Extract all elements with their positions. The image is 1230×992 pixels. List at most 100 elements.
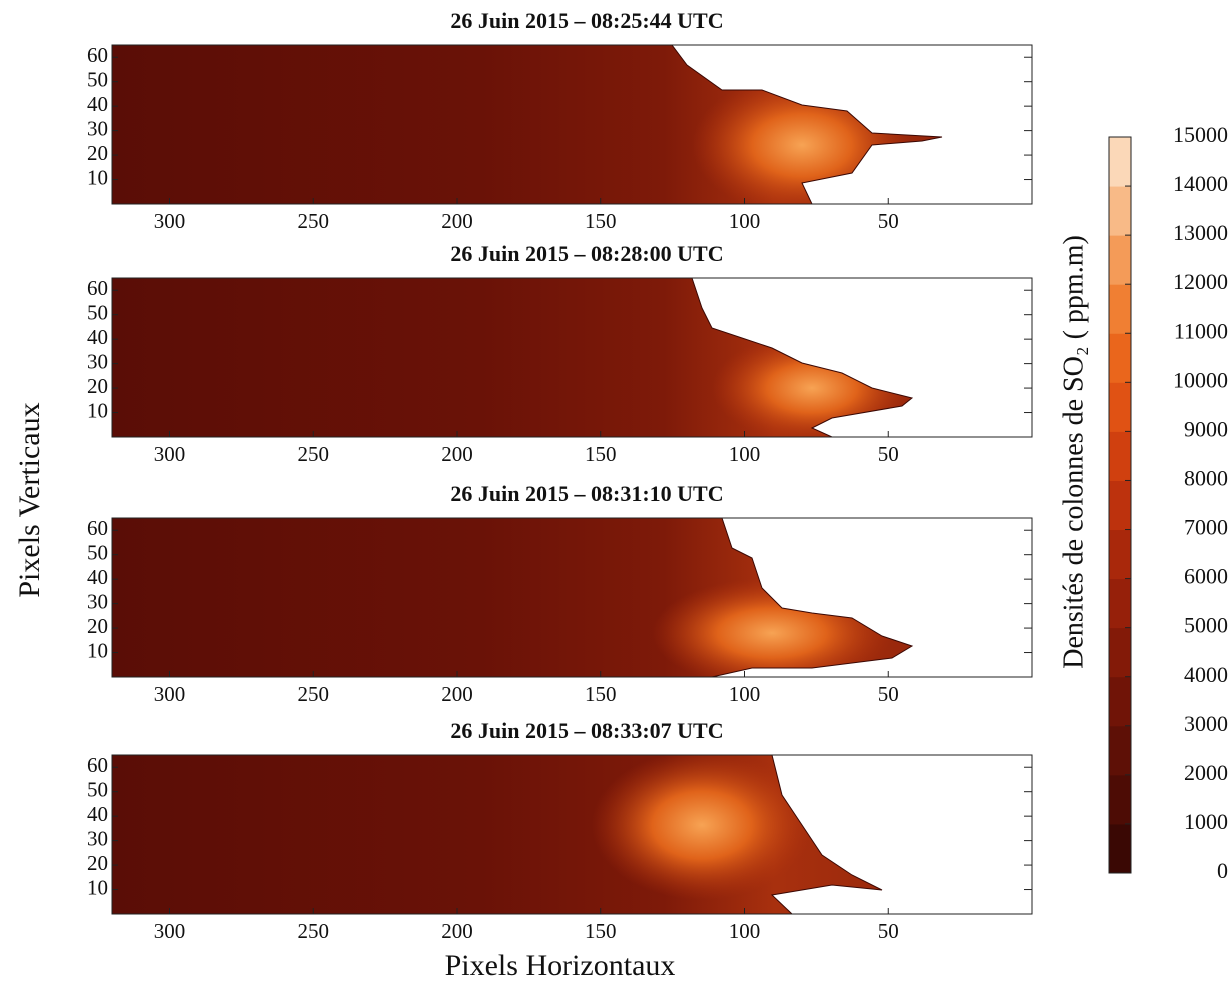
colorbar-segment xyxy=(1109,333,1131,383)
y-tick-label: 40 xyxy=(87,802,108,826)
y-tick-label: 30 xyxy=(87,826,108,850)
y-tick-label: 50 xyxy=(87,68,108,92)
colorbar-tick-label: 12000 xyxy=(1173,269,1228,294)
colorbar-segment xyxy=(1109,823,1131,874)
y-tick-label: 60 xyxy=(87,276,108,300)
x-tick-label: 100 xyxy=(729,682,761,706)
colorbar-segment xyxy=(1109,725,1131,776)
colorbar-segment xyxy=(1109,480,1131,531)
heatmap xyxy=(112,278,1032,437)
y-tick-label: 40 xyxy=(87,92,108,116)
colorbar-segment xyxy=(1109,529,1131,580)
y-tick-label: 40 xyxy=(87,325,108,349)
panel-title: 26 Juin 2015 – 08:28:00 UTC xyxy=(450,241,723,266)
y-tick-label: 30 xyxy=(87,349,108,373)
y-tick-label: 30 xyxy=(87,116,108,140)
y-tick-label: 10 xyxy=(87,875,108,899)
x-tick-label: 150 xyxy=(585,442,617,466)
no-data-region xyxy=(711,518,1032,677)
y-axis-label: Pixels Verticaux xyxy=(13,402,46,597)
plume xyxy=(592,755,812,900)
heatmap xyxy=(112,755,1032,914)
colorbar-segment xyxy=(1109,235,1131,285)
x-tick-label: 200 xyxy=(441,919,473,943)
x-tick-label: 300 xyxy=(154,919,186,943)
no-data-region xyxy=(770,755,1032,914)
colorbar-tick-label: 8000 xyxy=(1184,466,1228,491)
frame xyxy=(111,44,1033,205)
colorbar-tick-label: 5000 xyxy=(1184,613,1228,638)
y-tick-label: 20 xyxy=(87,141,108,165)
x-tick-label: 300 xyxy=(154,209,186,233)
heatmap xyxy=(112,518,1032,677)
x-tick-label: 200 xyxy=(441,682,473,706)
colorbar-segment xyxy=(1109,186,1131,236)
y-tick-label: 60 xyxy=(87,43,108,67)
x-tick-label: 300 xyxy=(154,442,186,466)
y-tick-label: 50 xyxy=(87,541,108,565)
x-tick-label: 100 xyxy=(729,209,761,233)
colorbar-tick-label: 6000 xyxy=(1184,564,1228,589)
x-tick-label: 150 xyxy=(585,682,617,706)
colorbar-tick-label: 11000 xyxy=(1174,318,1228,343)
x-tick-label: 250 xyxy=(298,442,330,466)
colorbar-tick-label: 7000 xyxy=(1184,515,1228,540)
colorbar-segment xyxy=(1109,676,1131,727)
x-tick-label: 250 xyxy=(298,919,330,943)
colorbar-segment xyxy=(1109,137,1131,187)
colorbar-tick-label: 9000 xyxy=(1184,416,1228,441)
colorbar-tick-label: 4000 xyxy=(1184,662,1228,687)
colorbar-tick-label: 3000 xyxy=(1184,711,1228,736)
x-tick-label: 150 xyxy=(585,209,617,233)
colorbar-frame xyxy=(1108,136,1132,874)
colorbar-tick-label: 0 xyxy=(1217,858,1228,883)
y-tick-label: 20 xyxy=(87,374,108,398)
heatmap xyxy=(112,45,1032,204)
colorbar-tick-label: 1000 xyxy=(1184,809,1228,834)
x-tick-label: 300 xyxy=(154,682,186,706)
colorbar-segment xyxy=(1109,627,1131,678)
y-tick-label: 10 xyxy=(87,165,108,189)
colorbar-tick-label: 10000 xyxy=(1173,367,1228,392)
y-tick-label: 60 xyxy=(87,753,108,777)
colorbar-tick-label: 13000 xyxy=(1173,220,1228,245)
x-tick-label: 250 xyxy=(298,209,330,233)
y-tick-label: 20 xyxy=(87,614,108,638)
x-tick-label: 50 xyxy=(878,682,899,706)
no-data-region xyxy=(691,278,1032,437)
panel-title: 26 Juin 2015 – 08:33:07 UTC xyxy=(450,718,723,743)
y-tick-label: 30 xyxy=(87,589,108,613)
x-tick-label: 50 xyxy=(878,919,899,943)
x-tick-label: 200 xyxy=(441,442,473,466)
y-tick-label: 20 xyxy=(87,851,108,875)
colorbar-segment xyxy=(1109,578,1131,629)
panel-title: 26 Juin 2015 – 08:25:44 UTC xyxy=(450,8,723,33)
x-tick-label: 100 xyxy=(729,919,761,943)
frame xyxy=(111,277,1033,438)
x-tick-label: 150 xyxy=(585,919,617,943)
frame xyxy=(111,517,1033,678)
colorbar-tick-label: 2000 xyxy=(1184,760,1228,785)
x-tick-label: 50 xyxy=(878,209,899,233)
y-tick-label: 60 xyxy=(87,516,108,540)
y-tick-label: 10 xyxy=(87,638,108,662)
colorbar-segment xyxy=(1109,774,1131,825)
frame xyxy=(111,754,1033,915)
colorbar-label: Densités de colonnes de SO₂ ( ppm.m) xyxy=(1058,235,1089,669)
panel-title: 26 Juin 2015 – 08:31:10 UTC xyxy=(450,481,723,506)
y-tick-label: 50 xyxy=(87,778,108,802)
y-tick-label: 40 xyxy=(87,565,108,589)
colorbar-tick-label: 14000 xyxy=(1173,171,1228,196)
colorbar-tick-label: 15000 xyxy=(1173,122,1228,147)
colorbar-segment xyxy=(1109,284,1131,334)
colorbar-segment xyxy=(1109,382,1131,432)
colorbar-segment xyxy=(1109,431,1131,481)
y-tick-label: 50 xyxy=(87,301,108,325)
x-tick-label: 100 xyxy=(729,442,761,466)
x-tick-label: 50 xyxy=(878,442,899,466)
x-tick-label: 200 xyxy=(441,209,473,233)
x-axis-label: Pixels Horizontaux xyxy=(445,949,676,982)
y-tick-label: 10 xyxy=(87,398,108,422)
no-data-region xyxy=(671,45,1032,204)
